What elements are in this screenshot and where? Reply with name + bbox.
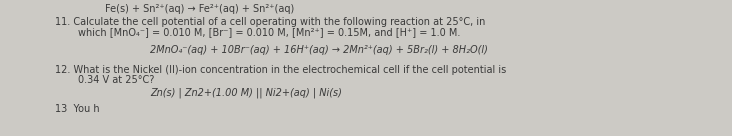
Text: 13  You h: 13 You h bbox=[55, 104, 100, 114]
Text: Fe(s) + Sn²⁺(aq) → Fe²⁺(aq) + Sn²⁺(aq): Fe(s) + Sn²⁺(aq) → Fe²⁺(aq) + Sn²⁺(aq) bbox=[105, 4, 294, 14]
Text: 0.34 V at 25°C?: 0.34 V at 25°C? bbox=[78, 75, 154, 85]
Text: 11. Calculate the cell potential of a cell operating with the following reaction: 11. Calculate the cell potential of a ce… bbox=[55, 17, 485, 27]
Text: which [MnO₄⁻] = 0.010 M, [Br⁻] = 0.010 M, [Mn²⁺] = 0.15M, and [H⁺] = 1.0 M.: which [MnO₄⁻] = 0.010 M, [Br⁻] = 0.010 M… bbox=[78, 27, 460, 37]
Text: Zn(s) | Zn2+(1.00 M) || Ni2+(aq) | Ni(s): Zn(s) | Zn2+(1.00 M) || Ni2+(aq) | Ni(s) bbox=[150, 87, 342, 98]
Text: 12. What is the Nickel (II)-ion concentration in the electrochemical cell if the: 12. What is the Nickel (II)-ion concentr… bbox=[55, 65, 507, 75]
Text: 2MnO₄⁻(aq) + 10Br⁻(aq) + 16H⁺(aq) → 2Mn²⁺(aq) + 5Br₂(l) + 8H₂O(l): 2MnO₄⁻(aq) + 10Br⁻(aq) + 16H⁺(aq) → 2Mn²… bbox=[150, 45, 488, 55]
